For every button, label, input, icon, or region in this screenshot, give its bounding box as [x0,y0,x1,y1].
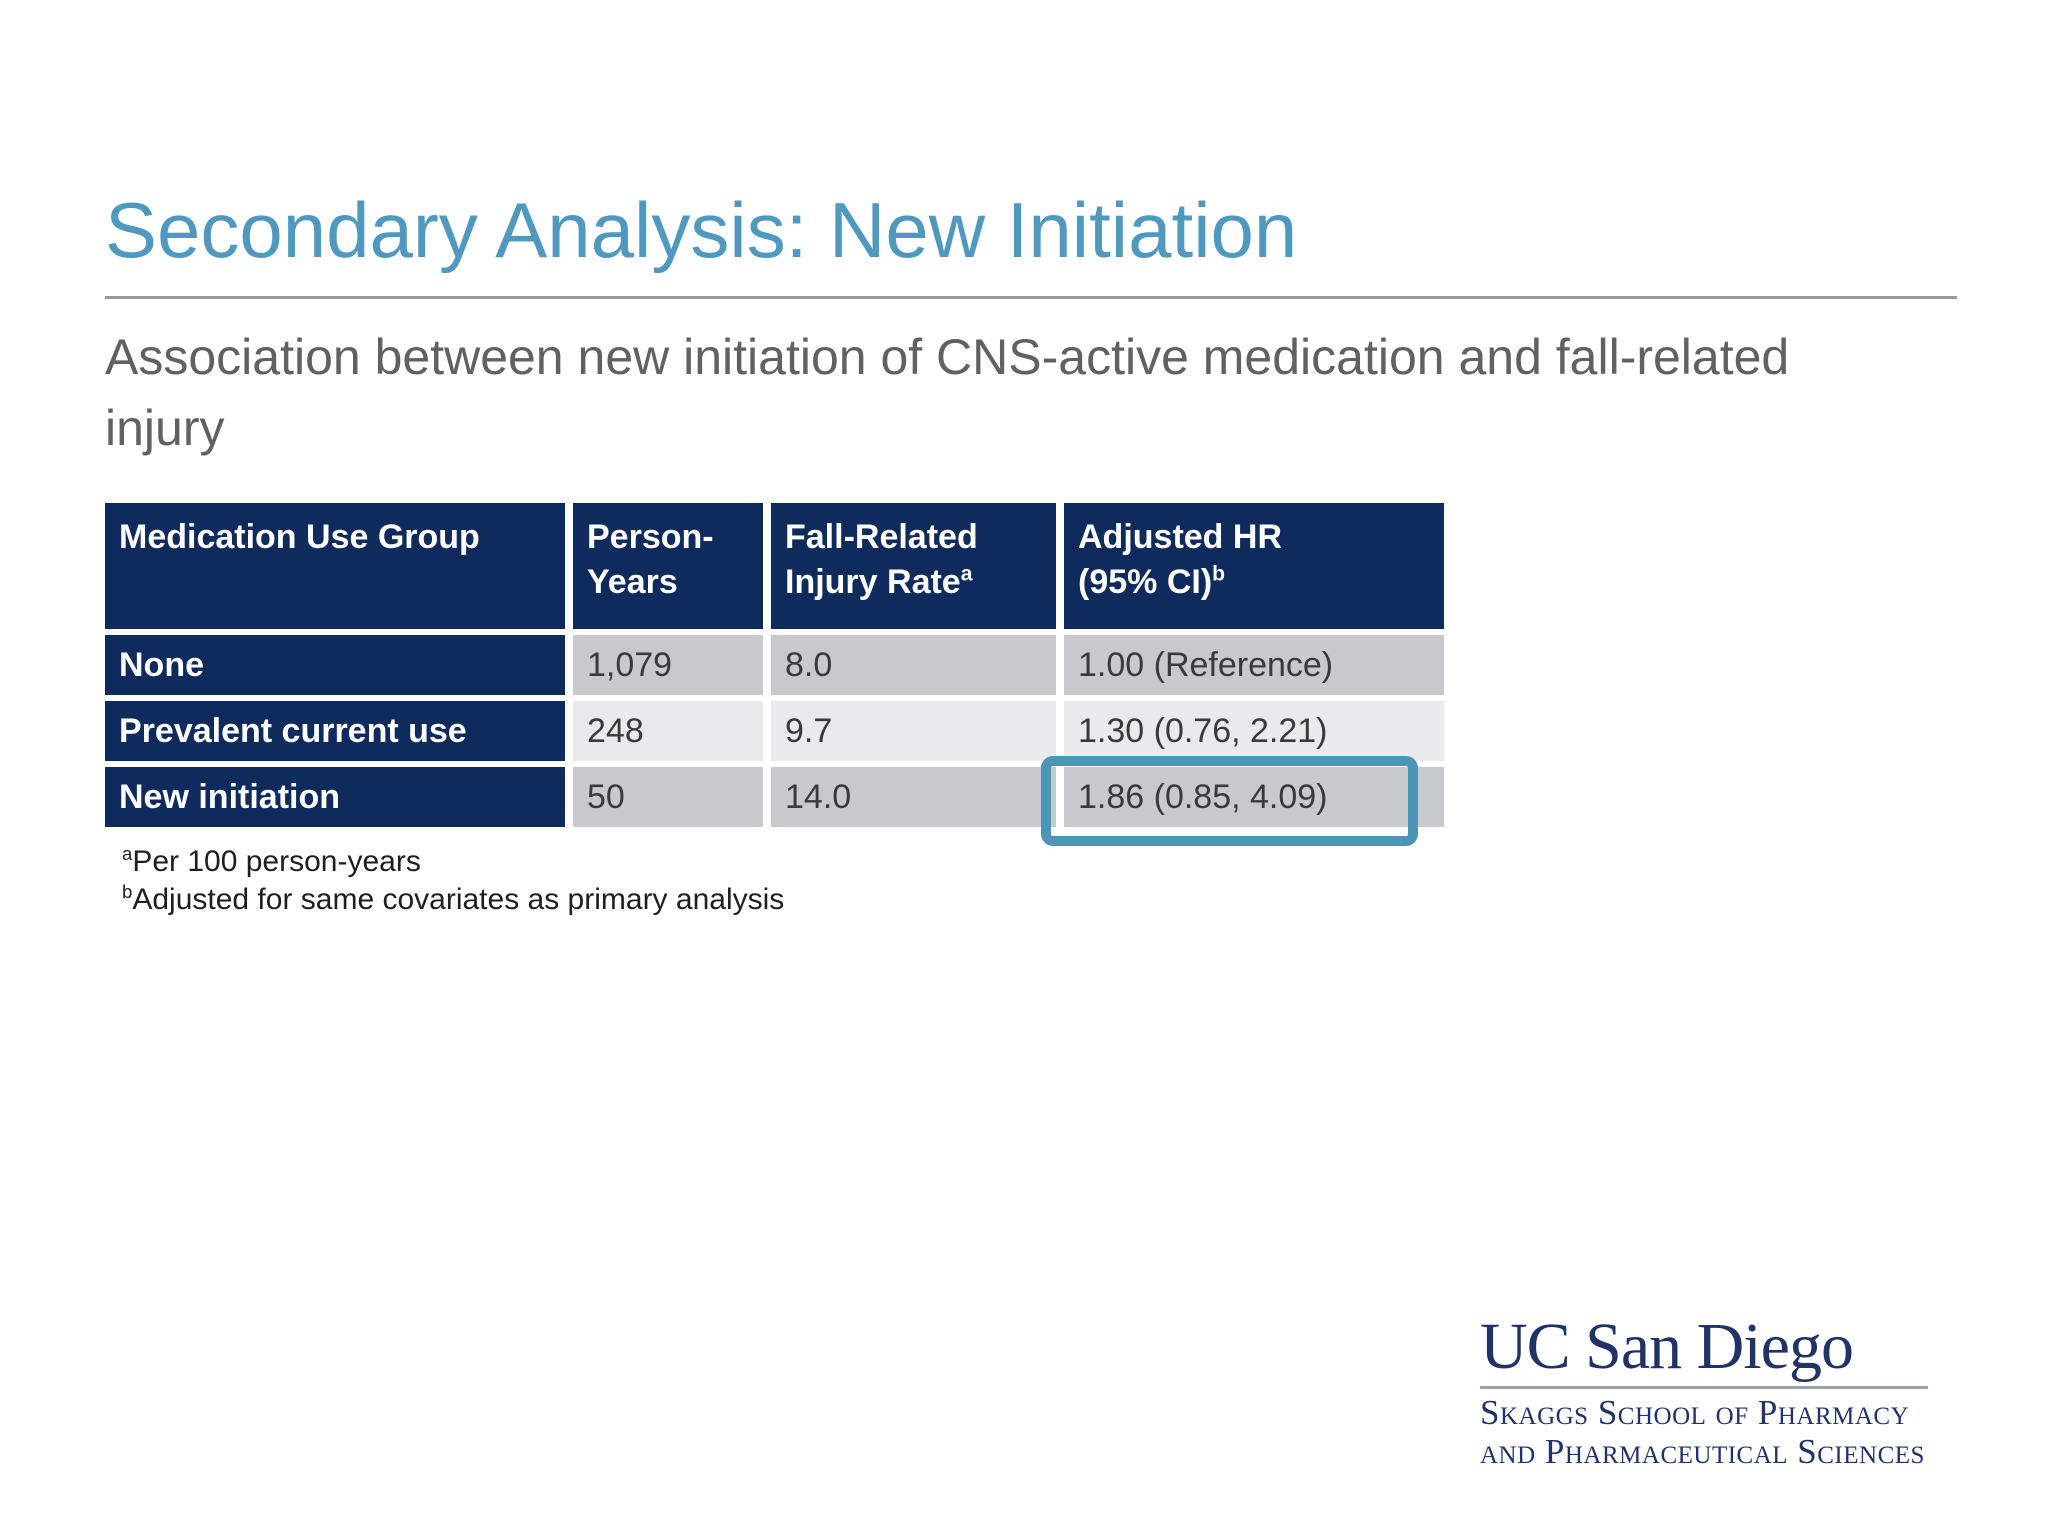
cell-adjusted-hr: 1.86 (0.85, 4.09) [1064,767,1444,827]
cell-group: None [105,635,565,695]
page-title: Secondary Analysis: New Initiation [105,186,1298,274]
logo-school-line1: Skaggs School of Pharmacy [1480,1393,1910,1432]
ucsd-logo: UC San Diego Skaggs School of Pharmacy a… [1480,1314,1950,1471]
table-header-row: Medication Use Group Person- Years Fall-… [105,503,1444,629]
cell-person-years: 248 [573,701,763,761]
header-adjusted-hr: Adjusted HR (95% CI)b [1064,503,1444,629]
table-row: None 1,079 8.0 1.00 (Reference) [105,635,1444,695]
cell-injury-rate: 8.0 [771,635,1056,695]
cell-adjusted-hr: 1.00 (Reference) [1064,635,1444,695]
title-divider [105,296,1957,299]
subtitle: Association between new initiation of CN… [105,329,1790,456]
cell-injury-rate: 14.0 [771,767,1056,827]
footnotes: aPer 100 person-years bAdjusted for same… [122,843,784,920]
cell-group: New initiation [105,767,565,827]
cell-adjusted-hr: 1.30 (0.76, 2.21) [1064,701,1444,761]
header-medication-use-group: Medication Use Group [105,503,565,629]
table-row: New initiation 50 14.0 1.86 (0.85, 4.09) [105,767,1444,827]
logo-wordmark: UC San Diego [1480,1310,1854,1383]
table-row: Prevalent current use 248 9.7 1.30 (0.76… [105,701,1444,761]
results-table: Medication Use Group Person- Years Fall-… [97,497,1452,833]
cell-group: Prevalent current use [105,701,565,761]
logo-school-line2: and Pharmaceutical Sciences [1480,1431,1925,1471]
footnote-a: aPer 100 person-years [122,843,421,878]
footnote-b: bAdjusted for same covariates as primary… [122,881,785,917]
logo-divider [1480,1386,1928,1389]
cell-person-years: 50 [573,767,763,827]
cell-person-years: 1,079 [573,635,763,695]
header-injury-rate: Fall-Related Injury Ratea [771,503,1056,629]
header-person-years: Person- Years [573,503,763,629]
cell-injury-rate: 9.7 [771,701,1056,761]
